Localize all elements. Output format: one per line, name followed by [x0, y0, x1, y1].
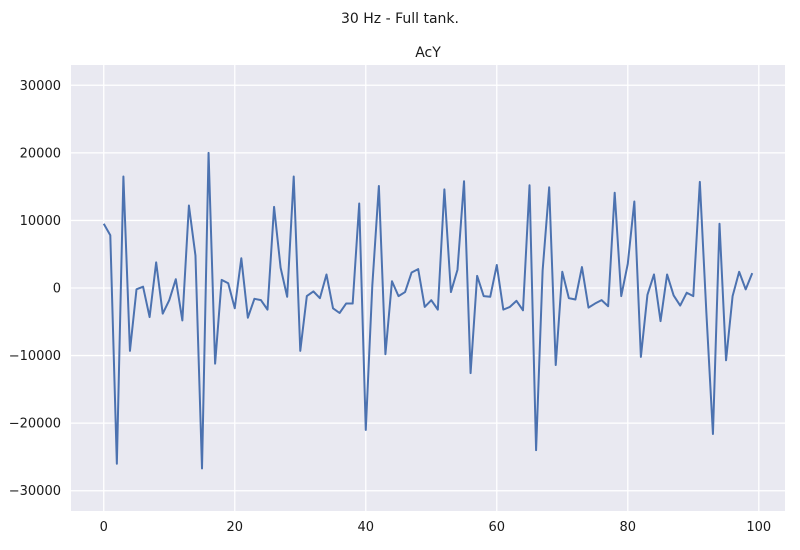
x-tick-label: 80 — [620, 520, 637, 535]
series-line-acy — [102, 151, 754, 470]
y-axis-ticks: −30000 −20000 −10000 0 10000 20000 30000 — [9, 79, 61, 499]
y-tick-label: −10000 — [9, 349, 61, 364]
y-tick-label: −20000 — [9, 417, 61, 432]
figure-suptitle: 30 Hz - Full tank. — [341, 11, 459, 27]
series-layer — [102, 151, 754, 470]
y-tick-label: −30000 — [9, 484, 61, 499]
x-tick-label: 20 — [226, 520, 243, 535]
x-tick-label: 60 — [489, 520, 506, 535]
x-tick-label: 0 — [100, 520, 108, 535]
x-tick-label: 100 — [746, 520, 771, 535]
y-tick-label: 30000 — [20, 79, 61, 94]
y-tick-label: 20000 — [20, 146, 61, 161]
x-axis-ticks: 0 20 40 60 80 100 — [100, 520, 772, 535]
y-tick-label: 10000 — [20, 214, 61, 229]
y-tick-label: 0 — [53, 282, 61, 297]
axes-title: AcY — [415, 45, 441, 61]
x-tick-label: 40 — [357, 520, 374, 535]
